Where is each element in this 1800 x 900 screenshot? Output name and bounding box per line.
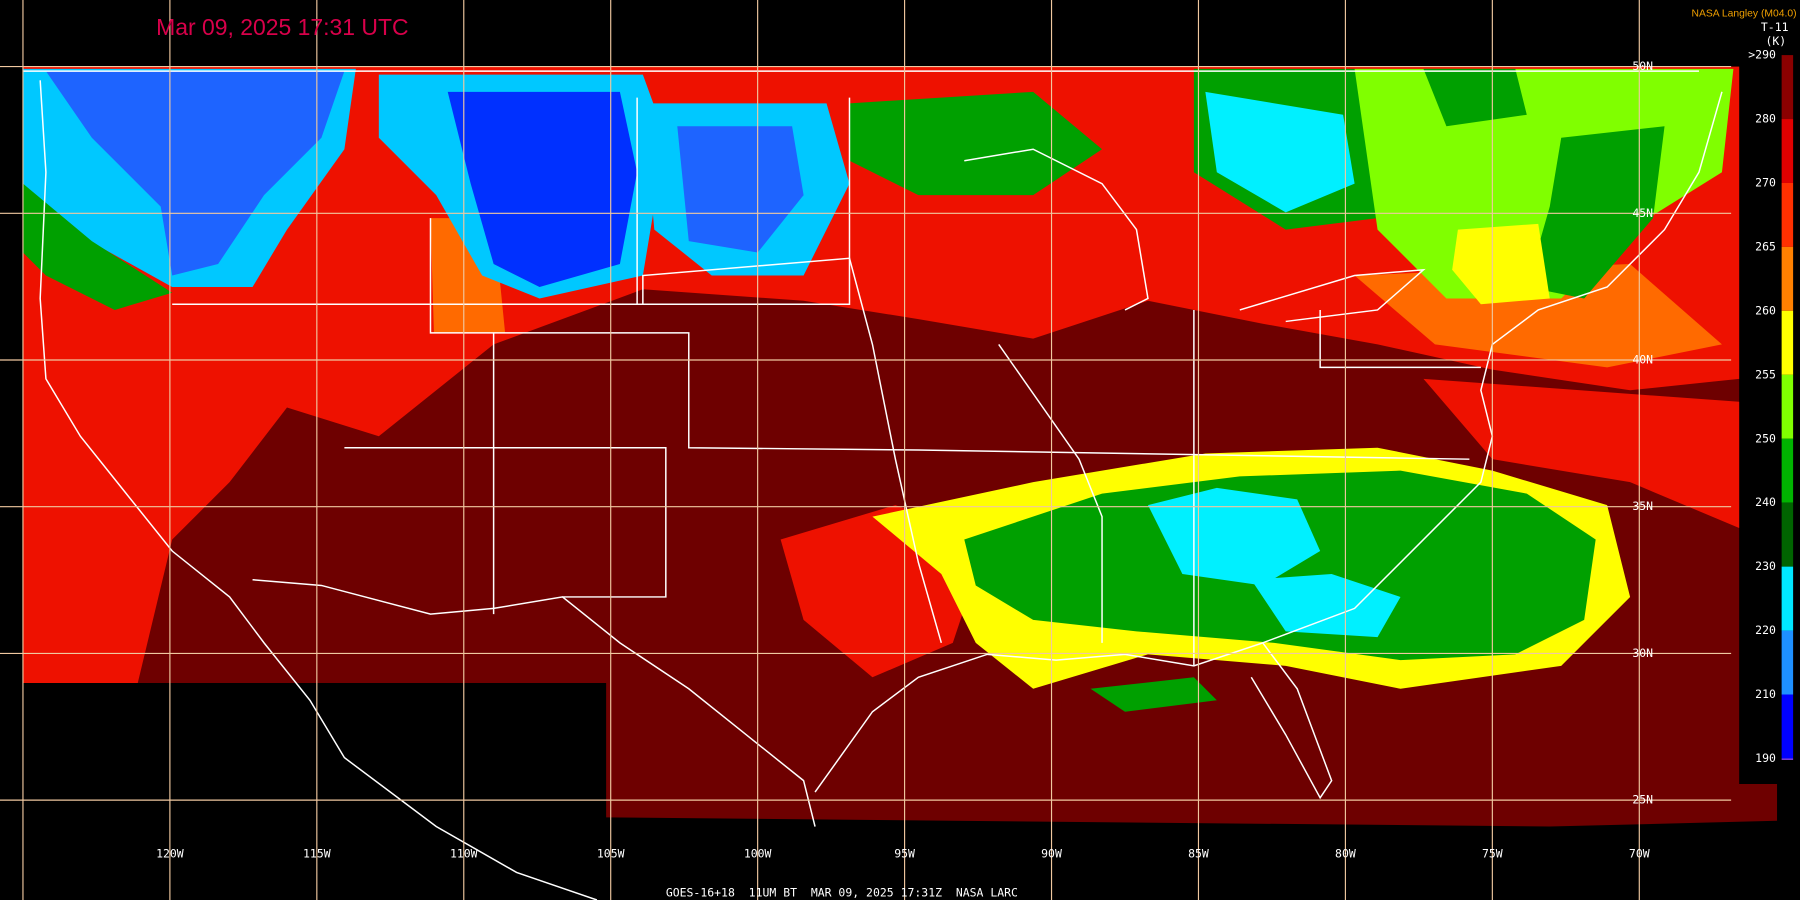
colorbar-label: 250 — [1755, 431, 1776, 445]
colorbar-segment — [1781, 310, 1794, 375]
state-line — [998, 343, 1103, 643]
colorbar-segment — [1781, 55, 1794, 120]
coastline — [1262, 91, 1723, 644]
colorbar-segment — [1781, 694, 1794, 759]
state-line — [1319, 309, 1481, 369]
footer-caption: GOES-16+18 11UM BT MAR 09, 2025 17:31Z N… — [666, 886, 1018, 900]
colorbar-label: 220 — [1755, 623, 1776, 637]
legend-title: T-11 — [1761, 20, 1789, 34]
longitude-label: 100W — [744, 847, 772, 861]
red-patch — [1423, 378, 1740, 529]
green-cloud — [1423, 68, 1527, 127]
colorbar-label: 255 — [1755, 367, 1776, 381]
green-cloud — [849, 91, 1103, 196]
colorbar-label: 265 — [1755, 239, 1776, 253]
colorbar-segment — [1781, 374, 1794, 439]
latitude-label: 25N — [1632, 793, 1653, 807]
cyan-cloud — [1147, 487, 1321, 586]
colorbar-label: 240 — [1755, 495, 1776, 509]
colorbar-segment — [1781, 758, 1794, 760]
state-line — [429, 218, 1470, 460]
blue-cloud — [45, 71, 345, 276]
colorbar-label: 280 — [1755, 112, 1776, 126]
longitude-label: 80W — [1335, 847, 1356, 861]
graticule: 120W 115W 110W 105W 100W 95W 90W 85W 80W 75W 70W 50… — [0, 0, 1732, 900]
green-cloud — [1090, 677, 1217, 712]
blue-cloud — [677, 126, 804, 253]
colorbar-segment — [1781, 502, 1794, 567]
yellow-cloud — [1452, 223, 1550, 305]
latitude-label: 45N — [1632, 206, 1653, 220]
longitude-label: 85W — [1188, 847, 1209, 861]
longitude-label: 75W — [1482, 847, 1503, 861]
colorbar-label: >290 — [1748, 48, 1776, 62]
state-line — [344, 446, 667, 598]
longitude-label: 95W — [894, 847, 915, 861]
colorbar-label: 260 — [1755, 303, 1776, 317]
colorbar-segment — [1781, 182, 1794, 247]
state-line — [172, 257, 943, 644]
coastline — [39, 80, 598, 900]
border-line — [252, 578, 816, 827]
blue-cloud — [447, 91, 638, 287]
longitude-label: 110W — [450, 847, 478, 861]
latitude-label: 35N — [1632, 499, 1653, 513]
legend-unit: (K) — [1766, 34, 1787, 48]
longitude-label: 115W — [303, 847, 331, 861]
state-line — [964, 148, 1149, 311]
longitude-label: 105W — [597, 847, 625, 861]
colorbar-label: 230 — [1755, 559, 1776, 573]
colorbar-segment — [1781, 630, 1794, 695]
source-label: NASA Langley (M04.0) — [1691, 9, 1796, 20]
latitude-label: 30N — [1632, 646, 1653, 660]
latitude-label: 50N — [1632, 59, 1653, 73]
longitude-label: 120W — [156, 847, 184, 861]
colorbar-label: 190 — [1755, 751, 1776, 765]
longitude-label: 70W — [1629, 847, 1650, 861]
lake-erie — [1239, 268, 1426, 323]
latitude-label: 40N — [1632, 353, 1653, 367]
colorbar-segment — [1781, 438, 1794, 503]
timestamp-title: Mar 09, 2025 17:31 UTC — [156, 14, 408, 40]
colorbar-segment — [1781, 566, 1794, 631]
colorbar-label: 210 — [1755, 687, 1776, 701]
imagery — [22, 66, 1778, 827]
colorbar-segment — [1781, 119, 1794, 183]
green-cloud — [1526, 126, 1665, 299]
cyan-cloud — [1205, 91, 1355, 213]
colorbar-label: 270 — [1755, 175, 1776, 189]
state-line — [636, 97, 851, 305]
colorbar: >290 280 270 265 260 255 250 240 230 220 210 190 — [1748, 48, 1795, 765]
colorbar-segment — [1781, 246, 1794, 311]
state-boundaries — [22, 70, 1723, 900]
cyan-cloud — [1251, 573, 1401, 638]
green-cloud — [22, 183, 173, 310]
longitude-label: 90W — [1041, 847, 1062, 861]
